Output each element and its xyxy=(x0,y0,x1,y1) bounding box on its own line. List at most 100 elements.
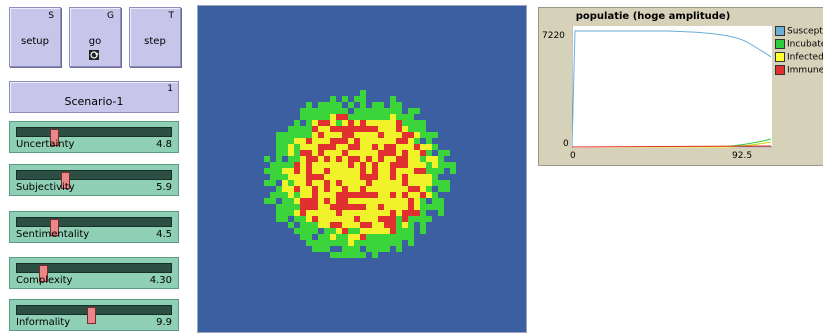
patch xyxy=(438,162,444,168)
slider-thumb[interactable] xyxy=(49,129,59,146)
subjectivity-slider[interactable]: Subjectivity 5.9 xyxy=(9,164,179,196)
patch xyxy=(306,180,312,186)
patch xyxy=(360,180,366,186)
patch xyxy=(390,234,396,240)
patch xyxy=(330,210,336,216)
patch xyxy=(372,216,378,222)
patch xyxy=(330,162,336,168)
patch xyxy=(300,180,306,186)
slider-track[interactable] xyxy=(16,305,172,324)
patch xyxy=(414,132,420,138)
slider-track[interactable] xyxy=(16,217,172,236)
patch xyxy=(270,174,276,180)
patch xyxy=(306,222,312,228)
patch xyxy=(360,192,366,198)
patch xyxy=(318,198,324,204)
patch xyxy=(288,132,294,138)
complexity-slider[interactable]: Complexity 4.30 xyxy=(9,257,179,289)
patch xyxy=(402,138,408,144)
slider-track[interactable] xyxy=(16,263,172,282)
uncertainty-slider[interactable]: Uncertainty 4.8 xyxy=(9,121,179,153)
patch xyxy=(354,168,360,174)
patch xyxy=(330,126,336,132)
patch xyxy=(282,174,288,180)
world-view[interactable] xyxy=(197,5,527,333)
setup-button[interactable]: S setup xyxy=(9,7,61,67)
step-button[interactable]: T step xyxy=(129,7,181,67)
patch xyxy=(396,168,402,174)
patch xyxy=(348,180,354,186)
patch xyxy=(336,108,342,114)
slider-track[interactable] xyxy=(16,170,172,189)
patch xyxy=(360,210,366,216)
slider-thumb[interactable] xyxy=(49,219,59,236)
patch xyxy=(330,114,336,120)
patch xyxy=(348,234,354,240)
patch xyxy=(390,174,396,180)
patch xyxy=(390,120,396,126)
patch xyxy=(372,114,378,120)
patch xyxy=(408,150,414,156)
patch xyxy=(414,198,420,204)
patch xyxy=(282,144,288,150)
legend-label: Susceptible xyxy=(787,26,823,37)
patch xyxy=(312,186,318,192)
patch xyxy=(318,132,324,138)
patch xyxy=(384,132,390,138)
patch xyxy=(408,120,414,126)
slider-track[interactable] xyxy=(16,127,172,146)
patch xyxy=(276,156,282,162)
patch xyxy=(354,162,360,168)
patch xyxy=(366,120,372,126)
patch xyxy=(312,144,318,150)
patch xyxy=(312,192,318,198)
patch xyxy=(354,120,360,126)
patch xyxy=(444,180,450,186)
go-button[interactable]: G go xyxy=(69,7,121,67)
informality-slider[interactable]: Informality 9.9 xyxy=(9,299,179,331)
slider-value: 4.30 xyxy=(149,275,172,286)
patch xyxy=(402,120,408,126)
patch xyxy=(342,246,348,252)
patch xyxy=(306,228,312,234)
patch xyxy=(402,114,408,120)
patch xyxy=(300,132,306,138)
patch xyxy=(414,150,420,156)
patch xyxy=(324,120,330,126)
patch xyxy=(348,144,354,150)
patch xyxy=(438,180,444,186)
patch xyxy=(444,150,450,156)
patch xyxy=(330,228,336,234)
patch xyxy=(438,186,444,192)
legend-label: Infected xyxy=(787,52,823,63)
patch xyxy=(342,222,348,228)
patch xyxy=(354,240,360,246)
patch xyxy=(420,156,426,162)
patch xyxy=(342,216,348,222)
patch xyxy=(384,138,390,144)
patch xyxy=(288,168,294,174)
slider-thumb[interactable] xyxy=(39,265,49,282)
slider-thumb[interactable] xyxy=(60,172,70,189)
patch xyxy=(336,222,342,228)
setup-label: setup xyxy=(21,36,49,47)
patch xyxy=(354,234,360,240)
patch xyxy=(396,234,402,240)
patch xyxy=(384,198,390,204)
patch xyxy=(318,240,324,246)
patch xyxy=(294,192,300,198)
patch xyxy=(318,180,324,186)
slider-value: 4.5 xyxy=(156,229,172,240)
patch xyxy=(384,156,390,162)
slider-thumb[interactable] xyxy=(86,307,96,324)
patch xyxy=(408,108,414,114)
patch xyxy=(354,156,360,162)
sentimentality-slider[interactable]: Sentimentality 4.5 xyxy=(9,211,179,243)
scenario-chooser[interactable]: 1 Scenario-1 xyxy=(9,81,179,113)
patch xyxy=(360,228,366,234)
patch xyxy=(444,162,450,168)
patch xyxy=(408,216,414,222)
patch xyxy=(318,204,324,210)
patch xyxy=(342,150,348,156)
patch xyxy=(348,186,354,192)
